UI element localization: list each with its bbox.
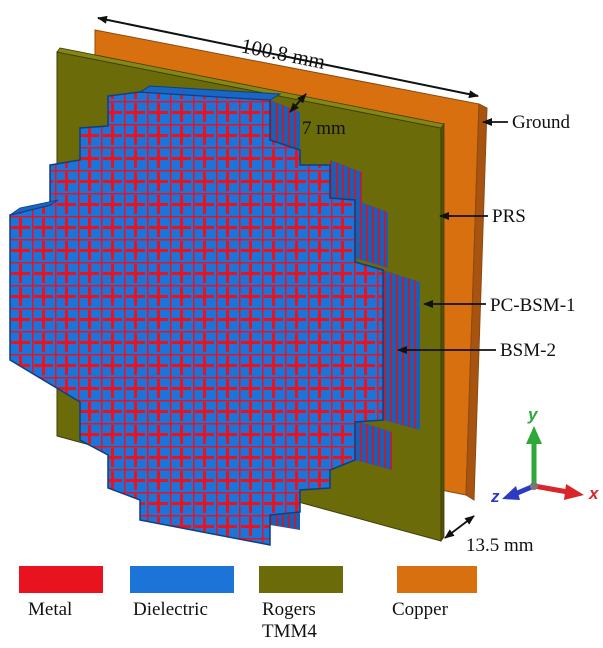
prs-label: PRS — [492, 206, 526, 227]
width-dimension-arrow — [97, 15, 479, 99]
legend-label-metal: Metal — [28, 599, 72, 620]
stack-side-right-lower — [355, 420, 392, 470]
copper-plate-edge — [465, 103, 488, 501]
metasurface-top-face-left — [9, 199, 59, 216]
stack-side-right-mid — [355, 200, 388, 268]
x-axis-head — [564, 484, 584, 500]
gap-dimension-arrow — [289, 93, 307, 113]
gap-dimension-label: 7 mm — [302, 118, 346, 139]
legend-swatch-dielectric — [130, 566, 234, 593]
thickness-dimension-arrow — [444, 515, 475, 539]
thickness-dimension: 13.5 mm — [444, 515, 534, 556]
axes-origin — [530, 482, 538, 490]
y-axis-label: y — [527, 405, 539, 424]
pc-bsm-1-label: PC-BSM-1 — [490, 295, 576, 316]
x-axis-arrow — [533, 483, 569, 495]
metasurface-front-face — [9, 91, 384, 546]
legend-label-copper: Copper — [392, 599, 449, 620]
legend-swatch-copper — [397, 566, 477, 593]
material-legend: Metal Dielectric Rogers TMM4 Copper — [19, 566, 477, 642]
x-axis-label: x — [588, 484, 600, 503]
layer-annotations: Ground PRS PC-BSM-1 BSM-2 — [397, 112, 576, 361]
legend-swatch-metal — [19, 566, 103, 593]
bsm-2-label: BSM-2 — [500, 340, 556, 361]
rogers-substrate-edge — [440, 122, 445, 543]
legend-label-rogers: Rogers TMM4 — [262, 599, 321, 642]
thickness-dimension-label: 13.5 mm — [466, 535, 534, 556]
ground-label: Ground — [512, 112, 571, 133]
z-axis-head — [502, 486, 520, 500]
y-axis-head — [526, 426, 542, 444]
legend-label-dielectric: Dielectric — [133, 599, 208, 620]
legend-label-rogers-line2: TMM4 — [262, 621, 317, 642]
legend-swatch-rogers — [259, 566, 343, 593]
gap-dimension: 7 mm — [289, 93, 346, 139]
z-axis-label: z — [490, 487, 500, 506]
legend-label-rogers-line1: Rogers — [262, 599, 316, 620]
coordinate-axes: y x z — [490, 405, 600, 506]
stack-side-right-upper — [330, 160, 362, 210]
